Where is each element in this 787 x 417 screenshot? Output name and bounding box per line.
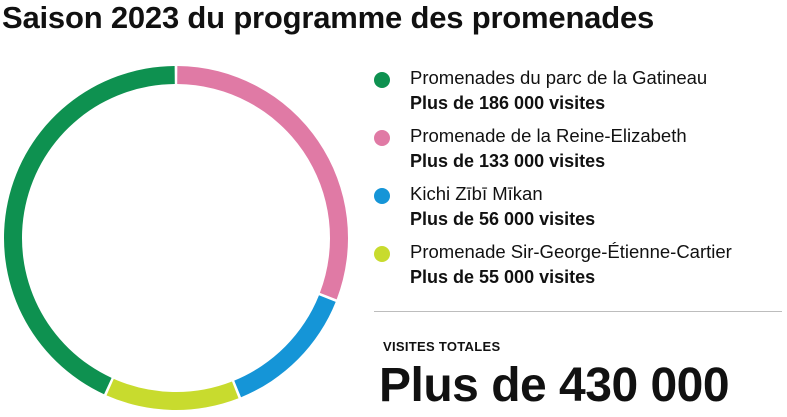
legend: Promenades du parc de la Gatineau Plus d… — [374, 67, 786, 299]
donut-slice-kichi-zibi-mikan — [234, 295, 336, 398]
legend-label-sir-george-etienne-cartier: Promenade Sir-George-Étienne-Cartier — [410, 241, 732, 262]
legend-value-reine-elizabeth: Plus de 133 000 visites — [410, 151, 606, 171]
legend-value-kichi-zibi-mikan: Plus de 56 000 visites — [410, 209, 596, 229]
legend-label-reine-elizabeth: Promenade de la Reine-Elizabeth — [410, 125, 687, 146]
donut-slice-gatineau — [3, 66, 175, 395]
donut-slices — [3, 66, 349, 411]
donut-chart — [3, 66, 349, 411]
donut-slice-sir-george-etienne-cartier — [106, 378, 239, 411]
legend-swatch-sir-george-etienne-cartier — [374, 246, 390, 262]
donut-slice-reine-elizabeth — [177, 66, 349, 300]
legend-label-kichi-zibi-mikan: Kichi Zībī Mīkan — [410, 183, 543, 204]
total-visits-value: Plus de 430 000 — [379, 359, 730, 412]
legend-swatch-gatineau — [374, 72, 390, 88]
legend-value-sir-george-etienne-cartier: Plus de 55 000 visites — [410, 267, 596, 287]
total-visits-label: VISITES TOTALES — [383, 339, 501, 354]
legend-label-gatineau: Promenades du parc de la Gatineau — [410, 67, 708, 88]
legend-item-sir-george-etienne-cartier: Promenade Sir-George-Étienne-Cartier Plu… — [374, 241, 786, 299]
legend-swatch-reine-elizabeth — [374, 130, 390, 146]
legend-item-kichi-zibi-mikan: Kichi Zībī Mīkan Plus de 56 000 visites — [374, 183, 786, 241]
legend-value-gatineau: Plus de 186 000 visites — [410, 93, 606, 113]
legend-item-reine-elizabeth: Promenade de la Reine-Elizabeth Plus de … — [374, 125, 786, 183]
divider — [374, 311, 782, 312]
chart-title: Saison 2023 du programme des promenades — [2, 0, 655, 35]
legend-swatch-kichi-zibi-mikan — [374, 188, 390, 204]
legend-item-gatineau: Promenades du parc de la Gatineau Plus d… — [374, 67, 786, 125]
